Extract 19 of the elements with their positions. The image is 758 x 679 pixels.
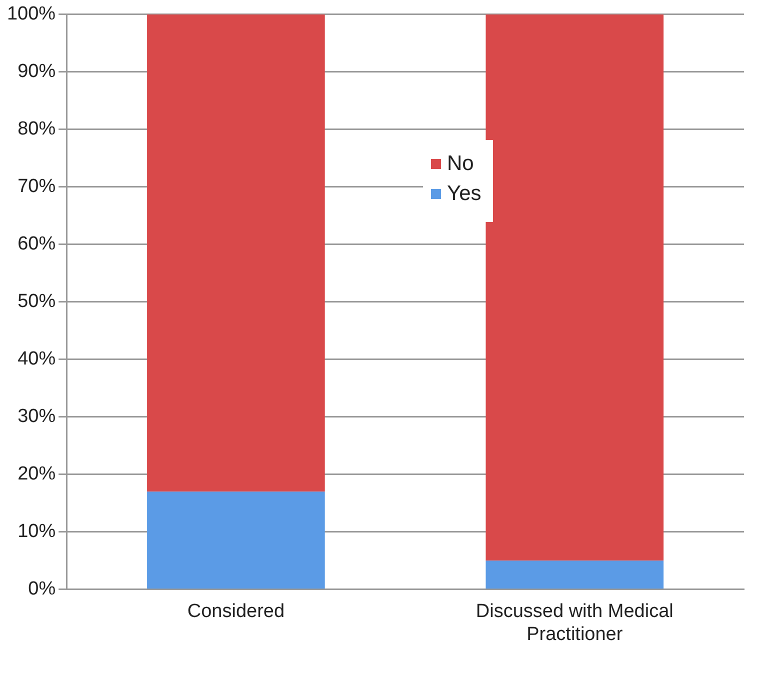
bar: [486, 14, 664, 561]
bar: [147, 14, 325, 492]
y-tick-label: 20%: [18, 464, 56, 485]
y-tick-label: 90%: [18, 61, 56, 82]
y-tick-label: 100%: [6, 4, 56, 25]
y-tick-label: 30%: [18, 406, 56, 428]
y-tick-label: 70%: [18, 176, 56, 198]
bar: [486, 560, 664, 589]
y-tick-label: 80%: [18, 118, 56, 140]
y-tick-label: 60%: [18, 234, 56, 255]
y-tick-label: 10%: [18, 521, 56, 542]
y-tick-label: 0%: [28, 578, 56, 600]
bar: [147, 492, 325, 589]
x-tick-label: Discussed with Medical Practitioner: [476, 601, 674, 645]
legend-label: Yes: [447, 182, 482, 206]
legend-label: No: [447, 152, 474, 176]
y-tick-label: 50%: [18, 291, 56, 312]
y-tick-label: 40%: [18, 348, 56, 370]
x-tick-label: Considered: [187, 601, 285, 622]
